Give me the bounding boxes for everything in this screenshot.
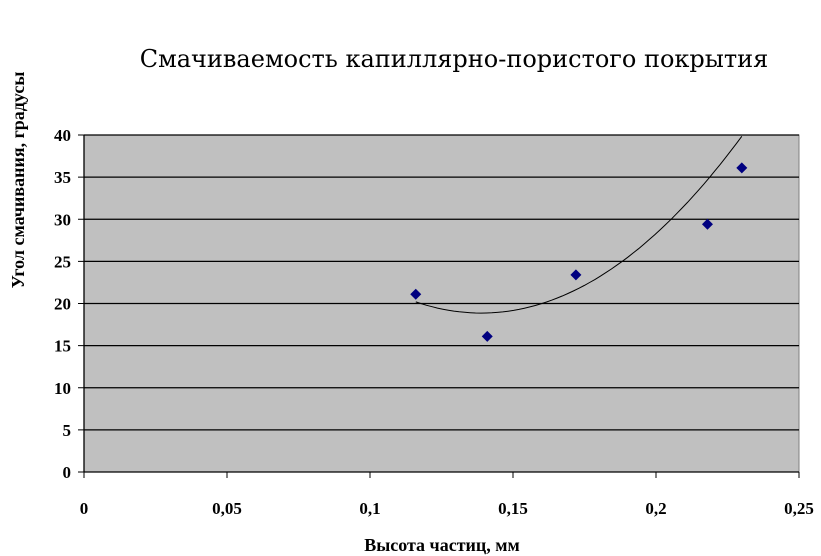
y-tick-labels: 0 5 10 15 20 25 30 35 40: [54, 126, 84, 482]
y-tick-label: 20: [54, 295, 71, 314]
data-point: [410, 288, 422, 300]
data-point: [570, 269, 582, 281]
x-tick-label: 0,05: [212, 499, 242, 518]
gridlines: [84, 134, 799, 431]
y-tick-label: 30: [54, 210, 71, 229]
y-tick-label: 10: [54, 379, 71, 398]
data-point: [736, 162, 748, 174]
x-tick-label: 0,25: [784, 499, 814, 518]
x-tick-label: 0,15: [498, 499, 528, 518]
y-tick-label: 15: [54, 337, 71, 356]
trendline: [415, 136, 743, 314]
data-point: [481, 330, 493, 342]
x-tick-label: 0: [80, 499, 89, 518]
y-tick-label: 0: [63, 463, 72, 482]
y-axis-label: Угол смачивания, градусы: [8, 72, 28, 289]
data-point: [701, 218, 713, 230]
y-tick-label: 35: [54, 168, 71, 187]
y-tick-label: 5: [63, 421, 72, 440]
y-tick-label: 40: [54, 126, 71, 145]
x-axis-label: Высота частиц, мм: [364, 535, 520, 555]
data-points: [410, 162, 748, 342]
y-tick-label: 25: [54, 252, 71, 271]
x-tick-label: 0,2: [645, 499, 666, 518]
x-tick-label: 0,1: [359, 499, 380, 518]
chart-title: Смачиваемость капиллярно-пористого покры…: [140, 45, 769, 73]
x-tick-labels: 0 0,05 0,1 0,15 0,2 0,25: [80, 472, 814, 518]
